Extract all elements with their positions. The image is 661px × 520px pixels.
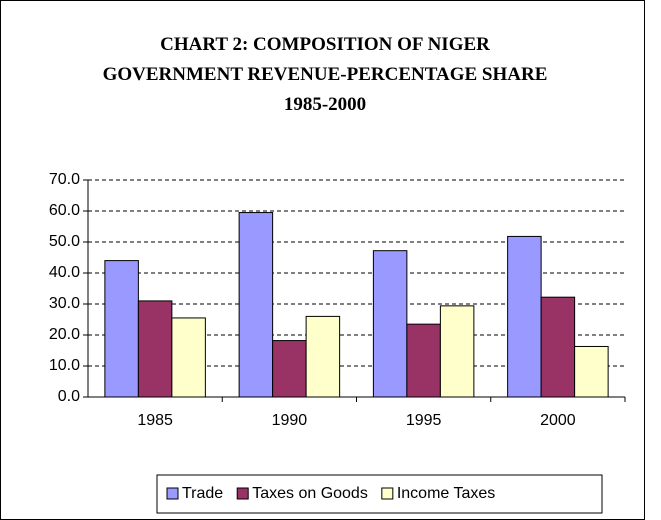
bar	[406, 323, 441, 398]
x-tick-label: 1995	[406, 412, 442, 429]
y-tick-label: 70.0	[49, 171, 80, 188]
bar	[238, 212, 274, 398]
x-tick-label: 2000	[540, 412, 576, 429]
legend-swatch	[166, 487, 179, 500]
x-tick-label: 1990	[272, 412, 308, 429]
legend-label: Trade	[182, 485, 223, 502]
legend-swatch	[381, 487, 394, 500]
bar	[272, 340, 307, 398]
legend-box	[156, 474, 603, 514]
bar	[574, 345, 609, 398]
legend-swatch	[236, 487, 249, 500]
bar	[439, 305, 475, 398]
chart-title: CHART 2: COMPOSITION OF NIGER GOVERNMENT…	[102, 34, 548, 115]
y-tick-label: 20.0	[49, 326, 80, 343]
bar	[171, 317, 206, 398]
bar	[540, 296, 576, 398]
y-tick-label: 50.0	[49, 233, 80, 250]
legend-label: Taxes on Goods	[252, 485, 368, 502]
bar	[507, 235, 542, 398]
y-tick-label: 10.0	[49, 357, 80, 374]
y-tick-label: 30.0	[49, 295, 80, 312]
bar	[372, 250, 408, 398]
y-tick-label: 60.0	[49, 202, 80, 219]
bar	[137, 300, 173, 398]
y-tick-label: 40.0	[49, 264, 80, 281]
x-tick-label: 1985	[137, 412, 173, 429]
legend-label: Income Taxes	[397, 485, 495, 502]
y-tick-label: 0.0	[58, 388, 80, 405]
bar	[104, 260, 139, 398]
bar	[305, 315, 341, 398]
